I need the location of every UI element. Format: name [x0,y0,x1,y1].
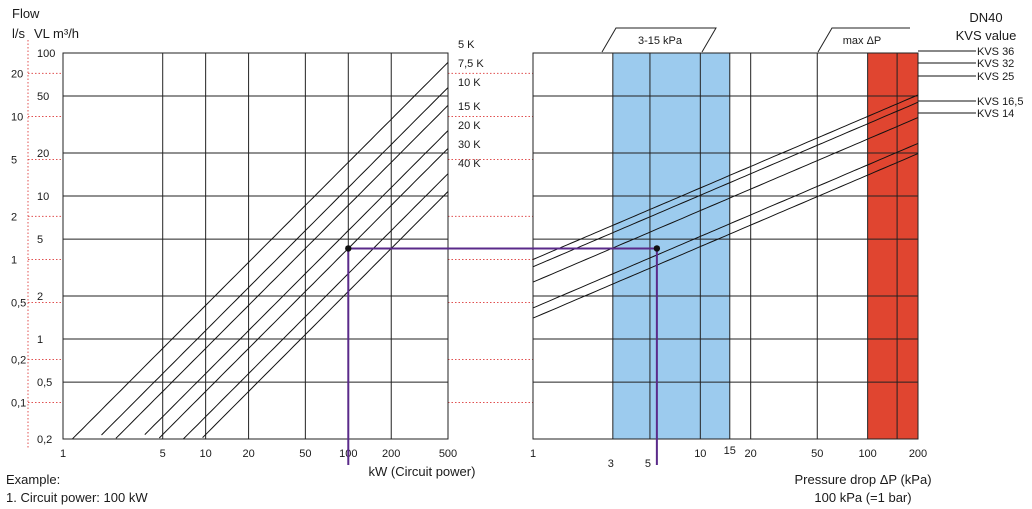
power-tick-label: 20 [242,448,254,460]
kvs-label: KVS 25 [977,71,1014,83]
dotted-guides [27,40,533,448]
zone-label-recommended: 3-15 kPa [601,27,717,53]
example-title: Example: [6,472,60,487]
pressure-tick-label-lower: 5 [645,458,651,470]
kvs-line [532,101,919,268]
dt-line [101,87,449,436]
vl-tick-label: 1 [37,334,43,346]
pressure-axis-label: Pressure drop ΔP (kPa) [794,472,931,487]
kvs-line [532,153,919,319]
zone-label-max-text: max ΔP [843,35,882,47]
dt-line [72,62,449,440]
pressure-tick-label: 1 [530,448,536,460]
dt-label: 7,5 K [458,58,484,70]
pressure-tick-label: 10 [694,448,706,460]
dt-line [158,148,449,439]
ls-tick-label: 1 [11,254,17,266]
pressure-tick-label: 20 [745,448,757,460]
power-axis-label: kW (Circuit power) [369,464,476,479]
ls-tick-label: 2 [11,211,17,223]
example-line-1: 1. Circuit power: 100 kW [6,490,148,505]
dt-label: 30 K [458,139,481,151]
dt-label: 15 K [458,101,481,113]
ls-tick-label: 0,5 [11,298,26,310]
power-tick-label: 1 [60,448,66,460]
power-tick-label: 5 [160,448,166,460]
pressure-tick-label: 100 [858,448,876,460]
pressure-tick-labels: 1 10 20 50 100 200 3 5 15 [530,445,927,470]
zone-label-max-box [817,27,910,53]
flow-unit-ls: l/s [12,26,26,41]
kvs-label: KVS 36 [977,46,1014,58]
zone-label-recommended-text: 3-15 kPa [638,35,683,47]
zones-layer [612,53,918,439]
zone-label-max: max ΔP [817,27,910,53]
left-grid [62,52,449,440]
dt-label: 10 K [458,77,481,89]
example-point-pressure [653,245,661,252]
ls-tick-label: 20 [11,68,23,80]
flow-tick-labels: 100 50 20 10 5 2 1 0,5 0,2 20 10 5 2 1 0,5 0,2 0,1 [11,48,55,446]
dn-title: DN40 [969,10,1002,25]
vl-tick-label: 10 [37,191,49,203]
kvs-title: KVS value [956,28,1017,43]
dt-line [182,173,449,440]
dt-line [144,130,449,435]
zone-label-recommended-box [601,27,717,53]
vl-tick-label: 100 [37,48,55,60]
dt-line [115,105,449,439]
power-tick-label: 500 [439,448,457,460]
zone-max [867,53,918,439]
dt-lines: 5 K 7,5 K 10 K 15 K 20 K 30 K 40 K [72,39,484,440]
power-tick-label: 10 [200,448,212,460]
ls-tick-label: 0,2 [11,354,26,366]
vl-tick-label: 5 [37,234,43,246]
kvs-line [532,117,919,283]
kvs-label: KVS 32 [977,58,1014,70]
vl-tick-label: 20 [37,148,49,160]
dt-line [202,191,449,438]
vl-tick-label: 50 [37,91,49,103]
vl-tick-label: 0,2 [37,434,52,446]
power-tick-labels: 1 5 10 20 50 100 200 500 [60,448,457,460]
zone-recommended [612,53,730,439]
ls-tick-label: 5 [11,155,17,167]
kvs-label: KVS 16,5 [977,96,1023,108]
flow-title: Flow [12,6,40,21]
power-tick-label: 200 [382,448,400,460]
vl-tick-label: 2 [37,291,43,303]
power-tick-label: 50 [299,448,311,460]
pressure-axis-label-2: 100 kPa (=1 bar) [814,490,911,505]
ls-tick-label: 0,1 [11,397,26,409]
dt-label: 5 K [458,39,475,51]
dt-label: 40 K [458,158,481,170]
example-polyline [347,247,658,465]
pressure-tick-label-lower: 3 [608,458,614,470]
vl-tick-label: 0,5 [37,377,52,389]
flow-unit-vl: VL m³/h [34,26,79,41]
left-grid-frame [62,52,449,440]
dt-label: 20 K [458,120,481,132]
kvs-line [532,94,919,260]
right-grid [532,52,919,440]
kvs-label: KVS 14 [977,108,1014,120]
pressure-tick-label-15: 15 [724,445,736,457]
kvs-line [532,142,919,309]
example-point-power [345,245,352,252]
pressure-tick-label: 50 [811,448,823,460]
ls-tick-label: 10 [11,111,23,123]
example-path [345,245,661,465]
pressure-tick-label: 200 [909,448,927,460]
